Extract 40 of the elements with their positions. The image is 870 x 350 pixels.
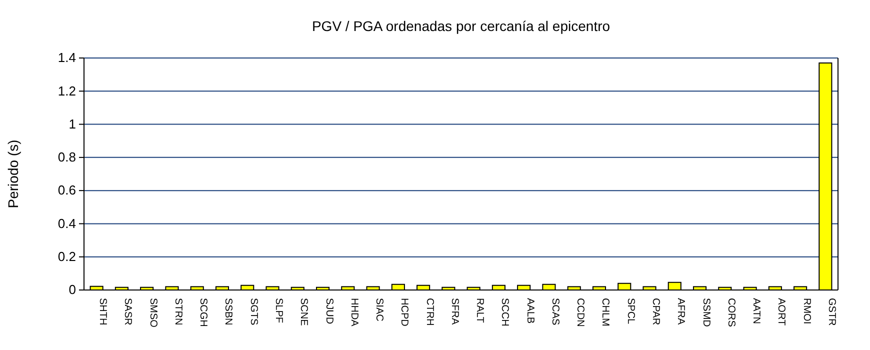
x-tick-label: CTRH <box>424 298 435 326</box>
x-tick-label: SFRA <box>448 298 460 325</box>
x-tick-label: SMSO <box>147 298 158 328</box>
y-tick-label: 0.6 <box>58 182 76 198</box>
y-tick-label: 0.2 <box>58 249 76 264</box>
y-tick-label: 1 <box>68 116 76 132</box>
y-tick-label: 0 <box>68 282 76 298</box>
x-tick-label: RALT <box>474 298 486 323</box>
x-tick-label: SASR <box>122 298 134 326</box>
y-axis-title: Periodo (s) <box>5 140 21 208</box>
x-tick-label: SGTS <box>248 298 259 326</box>
x-tick-label: AALB <box>524 298 536 324</box>
x-tick-label: SSBN <box>222 298 234 326</box>
x-tick-label: CHLM <box>600 298 611 326</box>
x-tick-label: CORS <box>725 298 736 328</box>
x-tick-label: HCPD <box>398 298 410 326</box>
chart-title: PGV / PGA ordenadas por cercanía al epicentro <box>312 18 610 34</box>
x-tick-label: SIAC <box>374 298 385 322</box>
x-tick-label: GSTR <box>826 298 837 326</box>
y-tick-label: 0.8 <box>58 150 76 165</box>
x-tick-label: CCDN <box>574 298 586 327</box>
y-tick-label: 1.2 <box>58 83 76 98</box>
x-tick-label: AORT <box>776 298 787 326</box>
x-tick-label: SSMD <box>700 298 712 327</box>
y-tick-label: 0.4 <box>58 216 76 231</box>
x-tick-label: SCNE <box>298 298 310 326</box>
x-tick-label: SLPF <box>273 298 284 324</box>
x-tick-label: SJUD <box>323 298 334 324</box>
x-tick-label: RMOI <box>800 298 812 324</box>
x-tick-label: HHDA <box>348 298 360 327</box>
x-tick-label: CPAR <box>650 298 661 326</box>
y-tick-label: 1.4 <box>58 50 76 66</box>
x-tick-label: AATN <box>750 298 762 324</box>
x-tick-label: SCCH <box>499 298 510 326</box>
x-tick-label: SHTH <box>97 298 108 326</box>
x-tick-label: SCGH <box>198 298 209 327</box>
x-tick-label: AFRA <box>675 298 686 325</box>
x-tick-label: STRN <box>172 298 184 326</box>
x-tick-label: SPCL <box>624 298 636 325</box>
x-tick-label: SCAS <box>549 298 560 326</box>
